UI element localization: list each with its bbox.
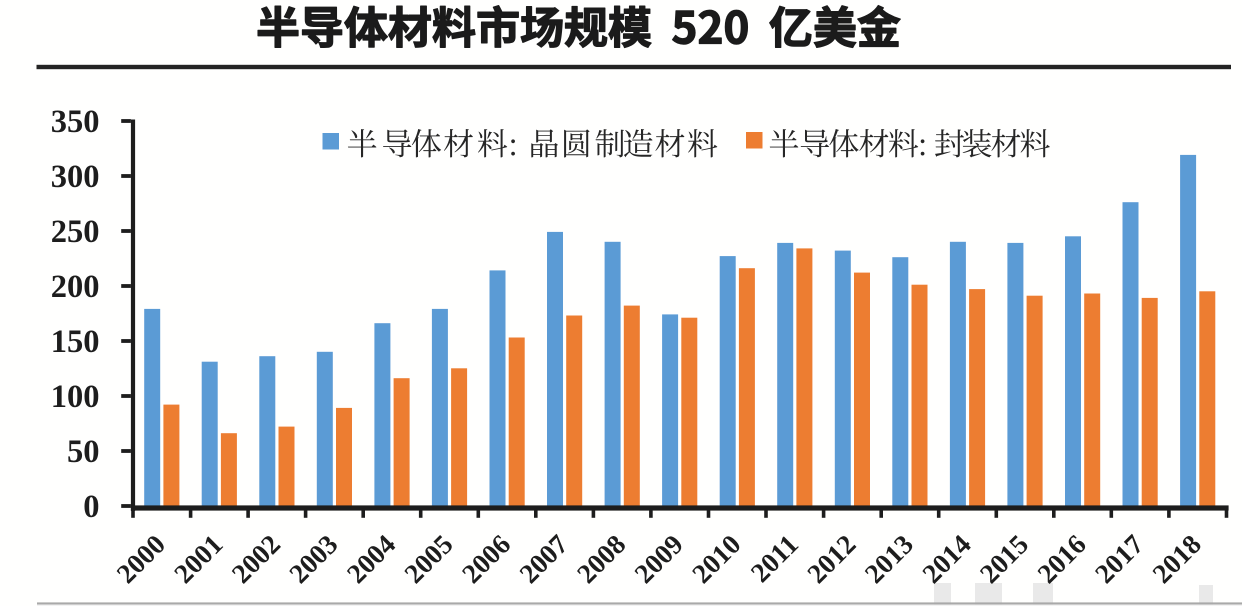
svg-text:2014: 2014	[916, 528, 977, 589]
svg-text:2003: 2003	[283, 528, 344, 589]
svg-text:2006: 2006	[456, 528, 517, 589]
svg-text:2008: 2008	[571, 528, 632, 589]
svg-text:2009: 2009	[628, 528, 689, 589]
svg-text:2018: 2018	[1146, 528, 1207, 589]
svg-text:2002: 2002	[225, 528, 286, 589]
svg-text:2015: 2015	[973, 528, 1034, 589]
svg-text:2007: 2007	[513, 528, 574, 589]
svg-text:2004: 2004	[340, 528, 401, 589]
svg-text:2012: 2012	[801, 528, 862, 589]
svg-text:2005: 2005	[398, 528, 459, 589]
svg-text:2011: 2011	[744, 528, 804, 588]
svg-text:50: 50	[67, 434, 100, 470]
svg-text:0: 0	[83, 489, 99, 525]
svg-text:250: 250	[51, 214, 100, 250]
svg-text:2017: 2017	[1089, 528, 1150, 589]
svg-text:100: 100	[51, 379, 100, 415]
svg-text:350: 350	[51, 104, 100, 140]
svg-text:150: 150	[51, 324, 100, 360]
svg-text:2010: 2010	[686, 528, 747, 589]
svg-text:2016: 2016	[1031, 528, 1092, 589]
svg-text:2001: 2001	[168, 528, 229, 589]
svg-text:300: 300	[51, 159, 100, 195]
svg-text:2013: 2013	[858, 528, 919, 589]
svg-text:200: 200	[51, 269, 100, 305]
svg-text:2000: 2000	[110, 528, 171, 589]
